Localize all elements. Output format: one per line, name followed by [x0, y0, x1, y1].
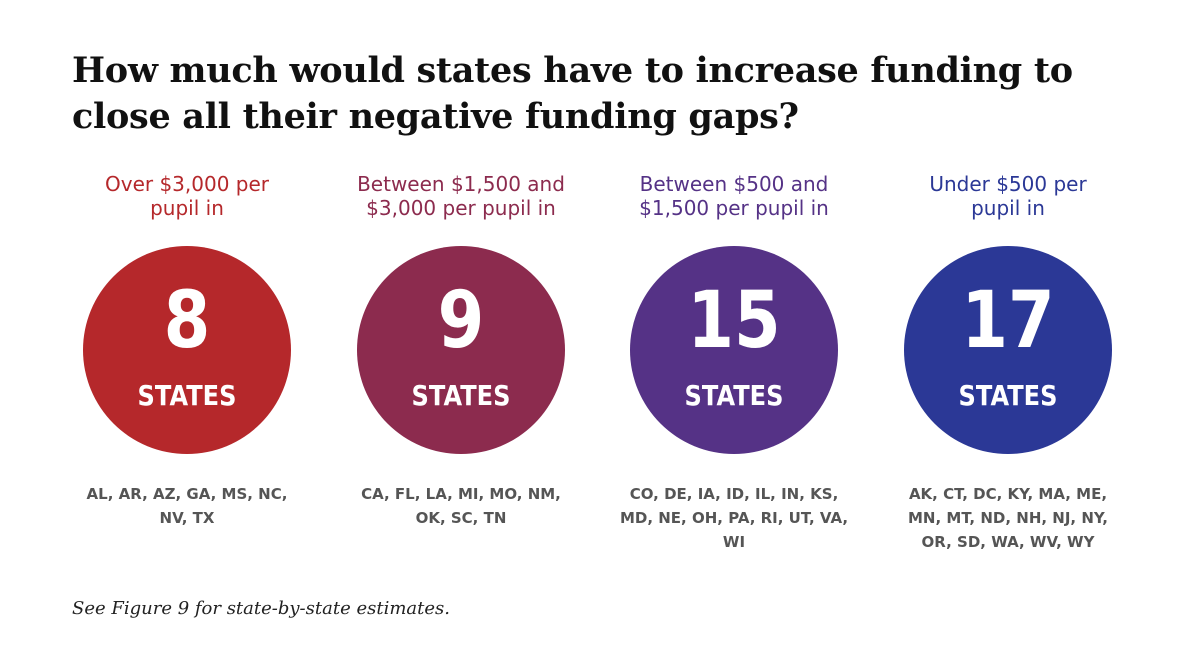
state-count: 9 — [437, 276, 485, 366]
state-list: AK, CT, DC, KY, MA, ME, MN, MT, ND, NH, … — [908, 485, 1108, 551]
states-unit-label: STATES — [411, 379, 511, 412]
states-unit-label: STATES — [137, 379, 237, 412]
footnote: See Figure 9 for state-by-state estimate… — [72, 598, 450, 619]
state-count: 8 — [163, 276, 211, 366]
state-list: CO, DE, IA, ID, IL, IN, KS, MD, NE, OH, … — [619, 485, 849, 551]
category-over-3000: Over $3,000 per pupil in 8 STATES AL, AR… — [57, 172, 317, 530]
count-circle: 9 STATES — [357, 246, 565, 454]
chart-title: How much would states have to increase f… — [72, 50, 1073, 137]
state-count: 15 — [687, 276, 781, 366]
count-circle: 15 STATES — [630, 246, 838, 454]
count-circle: 17 STATES — [904, 246, 1112, 454]
states-unit-label: STATES — [958, 379, 1058, 412]
states-unit-label: STATES — [684, 379, 784, 412]
category-1500-3000: Between $1,500 and $3,000 per pupil in 9… — [331, 172, 591, 530]
category-label: Between $1,500 and $3,000 per pupil in — [357, 172, 565, 220]
category-label: Over $3,000 per pupil in — [104, 172, 270, 220]
state-list: CA, FL, LA, MI, MO, NM, OK, SC, TN — [361, 485, 561, 527]
count-circle: 8 STATES — [83, 246, 291, 454]
category-label: Under $500 per pupil in — [929, 172, 1087, 220]
state-count: 17 — [961, 276, 1055, 366]
category-under-500: Under $500 per pupil in 17 STATES AK, CT… — [878, 172, 1138, 554]
category-500-1500: Between $500 and $1,500 per pupil in 15 … — [604, 172, 864, 554]
state-list: AL, AR, AZ, GA, MS, NC, NV, TX — [86, 485, 288, 527]
category-label: Between $500 and $1,500 per pupil in — [639, 172, 829, 220]
